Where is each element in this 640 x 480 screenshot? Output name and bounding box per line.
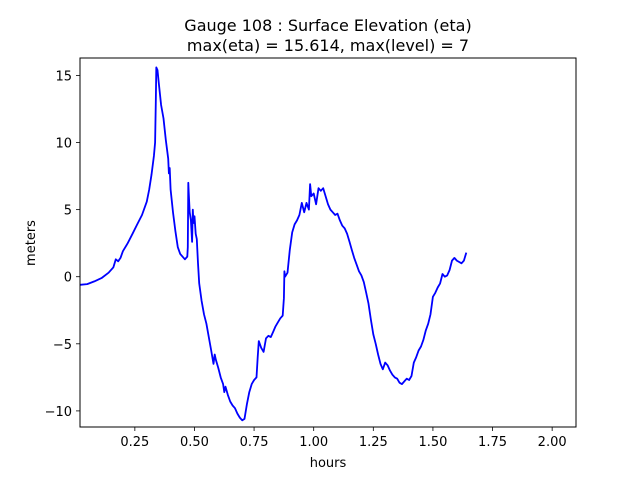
x-tick-label: 1.75 bbox=[478, 435, 507, 450]
y-tick-label: −10 bbox=[45, 405, 72, 420]
x-tick-label: 1.25 bbox=[359, 435, 388, 450]
plot-frame bbox=[79, 57, 577, 428]
y-tick-label: −5 bbox=[53, 338, 72, 353]
chart-subtitle: max(eta) = 15.614, max(level) = 7 bbox=[187, 36, 469, 55]
plot-area bbox=[80, 58, 576, 427]
y-tick-label: 15 bbox=[55, 69, 72, 84]
y-axis-label: meters bbox=[24, 220, 39, 266]
x-tick-label: 2.00 bbox=[538, 435, 567, 450]
y-tick-label: 5 bbox=[64, 204, 72, 219]
y-tick-label: 0 bbox=[64, 271, 72, 286]
x-axis-ticks: 0.25 0.50 0.75 1.00 1.25 1.50 1.75 2.00 bbox=[120, 427, 567, 450]
x-axis-label: hours bbox=[310, 456, 347, 471]
x-tick-label: 1.00 bbox=[299, 435, 328, 450]
x-tick-label: 0.25 bbox=[120, 435, 149, 450]
x-tick-label: 0.50 bbox=[180, 435, 209, 450]
y-axis-ticks: −10 −5 0 5 10 15 bbox=[45, 69, 80, 420]
x-tick-label: 1.50 bbox=[418, 435, 447, 450]
x-tick-label: 0.75 bbox=[240, 435, 269, 450]
y-tick-label: 10 bbox=[55, 137, 72, 152]
chart-title: Gauge 108 : Surface Elevation (eta) bbox=[184, 16, 471, 35]
series-line bbox=[79, 66, 468, 422]
